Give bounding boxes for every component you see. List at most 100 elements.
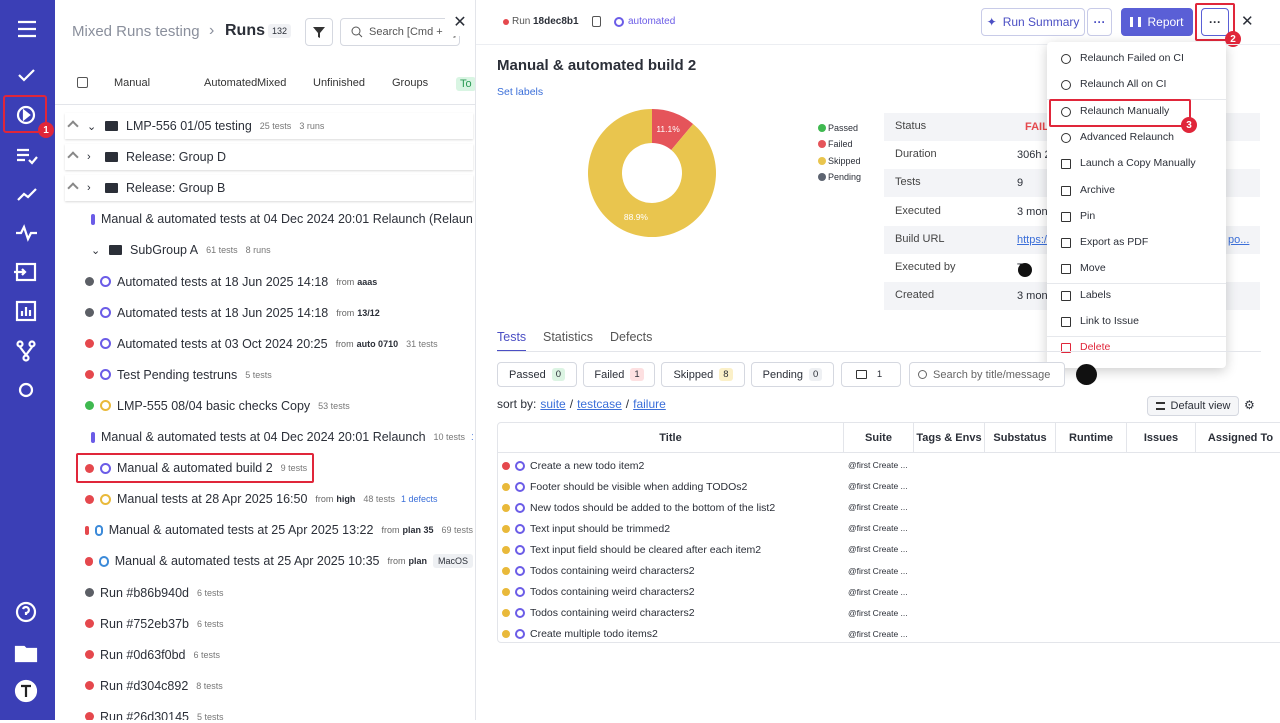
settings-icon[interactable]: ⚙ bbox=[1244, 398, 1255, 412]
status-icon bbox=[85, 557, 93, 566]
run-list-item[interactable]: Run #26d301455 tests bbox=[65, 704, 473, 720]
legend-label: Failed bbox=[828, 139, 853, 149]
run-list-item[interactable]: ⌄SubGroup A61 tests8 runs bbox=[65, 237, 473, 263]
run-summary-button[interactable]: ✦Run Summary bbox=[981, 8, 1085, 36]
folder-icon bbox=[105, 121, 118, 131]
menu-item[interactable]: Launch a Copy Manually bbox=[1080, 157, 1196, 169]
run-list-item[interactable]: Run #0d63f0bd6 tests bbox=[65, 642, 473, 668]
set-labels-link[interactable]: Set labels bbox=[497, 86, 543, 98]
run-name: Run #d304c892 bbox=[100, 679, 188, 693]
run-extra[interactable]: 1 bbox=[471, 432, 473, 442]
filter-tab[interactable]: Manual bbox=[114, 77, 150, 89]
sparkle-icon: ✦ bbox=[987, 15, 997, 29]
run-list-item[interactable]: Manual tests at 28 Apr 2025 16:50fromhig… bbox=[65, 486, 473, 512]
run-list-item[interactable]: Run #d304c8928 tests bbox=[65, 673, 473, 699]
test-title: New todos should be added to the bottom … bbox=[530, 502, 775, 514]
test-title: Create multiple todo items2 bbox=[530, 628, 658, 640]
menu-item[interactable]: Labels bbox=[1080, 289, 1111, 301]
close-button[interactable]: ✕ bbox=[445, 10, 475, 36]
test-title: Create a new todo item2 bbox=[530, 460, 644, 472]
menu-item[interactable]: Export as PDF bbox=[1080, 236, 1148, 248]
type-icon bbox=[95, 525, 102, 536]
step-badge: 3 bbox=[1181, 117, 1197, 133]
menu-item[interactable]: Relaunch Failed on CI bbox=[1080, 52, 1184, 64]
report-button[interactable]: Report bbox=[1121, 8, 1193, 36]
type-icon bbox=[515, 608, 525, 618]
run-list-item[interactable]: LMP-555 08/04 basic checks Copy53 tests bbox=[65, 393, 473, 419]
breadcrumb[interactable]: Mixed Runs testing bbox=[72, 23, 200, 40]
type-icon bbox=[91, 214, 95, 225]
status-icon bbox=[85, 495, 94, 504]
more-button[interactable]: ··· bbox=[1087, 8, 1112, 36]
sort-option[interactable]: testcase bbox=[577, 397, 622, 411]
comment-icon bbox=[856, 370, 867, 379]
run-list-item[interactable]: Manual & automated tests at 04 Dec 2024 … bbox=[65, 206, 473, 232]
view-button[interactable]: Default view bbox=[1147, 396, 1239, 416]
run-list-item[interactable]: Manual & automated tests at 25 Apr 2025 … bbox=[65, 517, 473, 543]
menu-item[interactable]: Advanced Relaunch bbox=[1080, 131, 1174, 143]
filter-button[interactable] bbox=[305, 18, 333, 46]
filter-tab[interactable]: Automated bbox=[204, 77, 257, 89]
run-list-item[interactable]: Manual & automated tests at 25 Apr 2025 … bbox=[65, 548, 473, 574]
sort-option[interactable]: failure bbox=[633, 397, 666, 411]
status-icon bbox=[85, 401, 94, 410]
sort-option[interactable]: suite bbox=[540, 397, 565, 411]
folder-icon bbox=[109, 245, 122, 255]
menu-item[interactable]: Link to Issue bbox=[1080, 315, 1139, 327]
source: high bbox=[336, 494, 355, 504]
status-icon bbox=[85, 339, 94, 348]
chevron: ⌄ bbox=[91, 244, 101, 257]
status-filter[interactable]: Failed1 bbox=[583, 362, 655, 387]
type-icon bbox=[100, 276, 111, 287]
search-icon bbox=[918, 370, 927, 379]
run-list-item[interactable]: Test Pending testruns5 tests bbox=[65, 362, 473, 388]
source: auto 0710 bbox=[357, 339, 399, 349]
chevron: ⌄ bbox=[87, 120, 97, 133]
pin-icon bbox=[67, 120, 78, 131]
run-list-item[interactable]: Run #752eb37b6 tests bbox=[65, 611, 473, 637]
detail-tab[interactable]: Statistics bbox=[543, 330, 593, 344]
column-header: Runtime bbox=[1056, 423, 1127, 453]
run-list-item[interactable]: Automated tests at 03 Oct 2024 20:25from… bbox=[65, 331, 473, 357]
info-label: Tests bbox=[895, 176, 921, 188]
menu-icon bbox=[1061, 186, 1071, 196]
status-filter[interactable]: 1 bbox=[841, 362, 901, 387]
close-button[interactable]: ✕ bbox=[1241, 12, 1254, 30]
run-extra[interactable]: 1 defects bbox=[401, 494, 438, 504]
status-filter[interactable]: Pending0 bbox=[751, 362, 834, 387]
run-list-item[interactable]: ›Release: Group D bbox=[65, 144, 473, 170]
avatar bbox=[1018, 263, 1032, 277]
run-meta: 10 tests bbox=[434, 432, 466, 442]
run-list-item[interactable]: Automated tests at 18 Jun 2025 14:18from… bbox=[65, 300, 473, 326]
separator: › bbox=[209, 22, 214, 40]
menu-item[interactable]: Pin bbox=[1080, 210, 1095, 222]
menu-item[interactable]: Move bbox=[1080, 262, 1106, 274]
menu-item[interactable]: Relaunch All on CI bbox=[1080, 78, 1166, 90]
column-header: Substatus bbox=[985, 423, 1056, 453]
run-list-item[interactable]: ›Release: Group B bbox=[65, 175, 473, 201]
run-list-item[interactable]: Run #b86b940d6 tests bbox=[65, 580, 473, 606]
status-filter[interactable]: Passed0 bbox=[497, 362, 577, 387]
filter-tab[interactable]: To bbox=[456, 77, 476, 91]
type-icon bbox=[515, 461, 525, 471]
copy-icon[interactable] bbox=[592, 16, 601, 27]
run-title: Manual & automated build 2 bbox=[497, 57, 696, 74]
search-input[interactable]: Search [Cmd + K] bbox=[340, 18, 460, 46]
run-list-item[interactable]: Automated tests at 18 Jun 2025 14:18from… bbox=[65, 269, 473, 295]
filter-tab[interactable]: Unfinished bbox=[313, 77, 365, 89]
type-icon bbox=[515, 545, 525, 555]
type-icon bbox=[100, 400, 111, 411]
detail-tab[interactable]: Tests bbox=[497, 330, 526, 352]
run-list-item[interactable]: Manual & automated tests at 04 Dec 2024 … bbox=[65, 424, 473, 450]
page-title: Runs bbox=[225, 22, 265, 40]
detail-tab[interactable]: Defects bbox=[610, 330, 652, 344]
status-filter[interactable]: Skipped8 bbox=[661, 362, 745, 387]
type-icon bbox=[100, 307, 111, 318]
run-name: Test Pending testruns bbox=[117, 368, 237, 382]
menu-item[interactable]: Archive bbox=[1080, 184, 1115, 196]
type-icon bbox=[100, 369, 111, 380]
run-list-item[interactable]: ⌄LMP-556 01/05 testing25 tests3 runs bbox=[65, 113, 473, 139]
filter-tab[interactable]: Groups bbox=[392, 77, 428, 89]
filter-tab[interactable]: Mixed bbox=[257, 77, 286, 89]
test-search[interactable]: Search by title/message bbox=[909, 362, 1065, 387]
